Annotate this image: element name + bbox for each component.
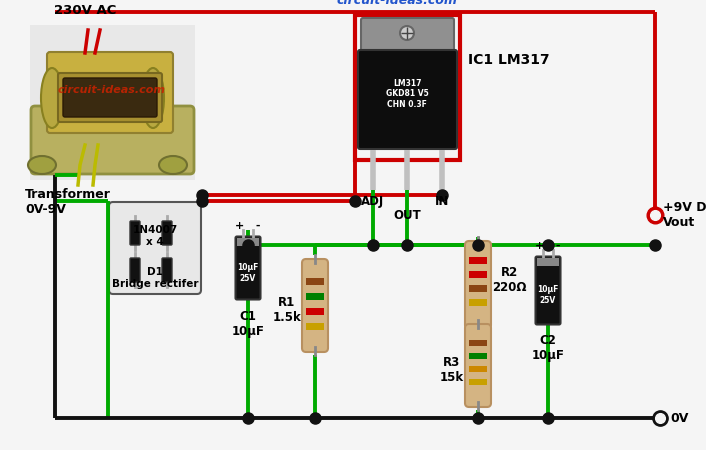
FancyBboxPatch shape (361, 18, 454, 57)
FancyBboxPatch shape (162, 258, 172, 282)
Bar (469, 340, 487, 346)
Text: 10μF
25V: 10μF 25V (537, 285, 558, 305)
Ellipse shape (41, 68, 63, 128)
Bar (306, 293, 324, 300)
FancyBboxPatch shape (130, 258, 140, 282)
Text: +   -: + - (535, 241, 561, 251)
FancyBboxPatch shape (47, 52, 173, 133)
FancyBboxPatch shape (302, 259, 328, 352)
Bar (237, 238, 259, 246)
FancyBboxPatch shape (31, 106, 194, 174)
Bar (469, 366, 487, 372)
Text: IN: IN (435, 195, 449, 208)
Bar (306, 323, 324, 330)
Text: D1
Bridge rectifer: D1 Bridge rectifer (112, 267, 198, 289)
Text: ADJ: ADJ (361, 195, 385, 208)
Text: IC1 LM317: IC1 LM317 (468, 53, 550, 67)
Ellipse shape (142, 68, 164, 128)
Bar (355, 15, 460, 160)
FancyBboxPatch shape (535, 256, 561, 324)
Text: 230V AC: 230V AC (54, 4, 116, 17)
FancyBboxPatch shape (58, 73, 162, 122)
Bar (469, 299, 487, 306)
FancyBboxPatch shape (130, 221, 140, 245)
FancyBboxPatch shape (63, 78, 157, 117)
Text: 1N4007
x 4: 1N4007 x 4 (133, 225, 178, 247)
Ellipse shape (159, 156, 187, 174)
Text: +9V DC
Vout: +9V DC Vout (663, 201, 706, 229)
FancyBboxPatch shape (465, 241, 491, 329)
Bar (469, 257, 487, 264)
Bar (306, 308, 324, 315)
Text: Transformer
0V-9V: Transformer 0V-9V (25, 188, 111, 216)
FancyBboxPatch shape (465, 324, 491, 407)
Ellipse shape (400, 26, 414, 40)
Text: R1
1.5k: R1 1.5k (273, 296, 301, 324)
Bar (537, 258, 559, 266)
Text: R2
220Ω: R2 220Ω (492, 266, 527, 294)
Text: OUT: OUT (393, 209, 421, 222)
Bar (306, 278, 324, 285)
Text: R3
15k: R3 15k (440, 356, 464, 384)
Text: C2
10μF: C2 10μF (532, 334, 564, 362)
Bar (469, 285, 487, 292)
FancyBboxPatch shape (30, 25, 195, 180)
Text: LM317
GKD81 V5
CHN 0.3F: LM317 GKD81 V5 CHN 0.3F (385, 79, 429, 109)
Text: 0V: 0V (670, 411, 688, 424)
FancyBboxPatch shape (236, 237, 261, 300)
Ellipse shape (28, 156, 56, 174)
Bar (469, 353, 487, 359)
FancyBboxPatch shape (109, 202, 201, 294)
Text: C1
10μF: C1 10μF (232, 310, 265, 338)
FancyBboxPatch shape (358, 50, 457, 149)
FancyBboxPatch shape (162, 221, 172, 245)
Text: circuit-ideas.com: circuit-ideas.com (58, 85, 166, 95)
Bar (469, 271, 487, 278)
Text: circuit-ideas.com: circuit-ideas.com (337, 0, 457, 7)
Bar (469, 379, 487, 385)
Text: 10μF
25V: 10μF 25V (237, 263, 258, 283)
Text: +   -: + - (235, 221, 261, 231)
